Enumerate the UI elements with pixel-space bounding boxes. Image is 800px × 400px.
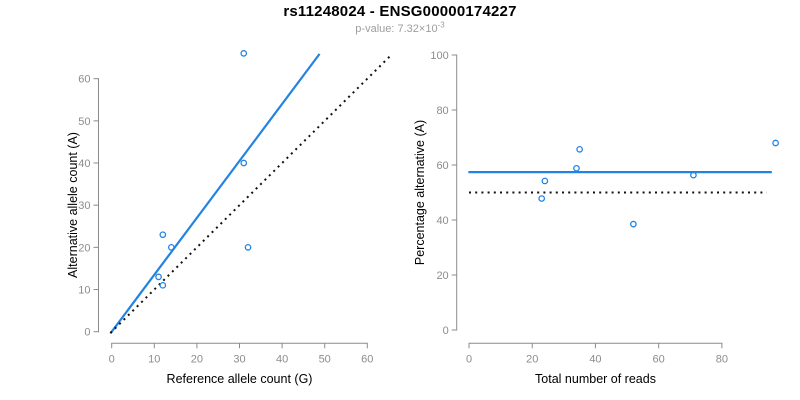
data-point — [240, 159, 248, 167]
x-axis-label: Total number of reads — [535, 372, 656, 386]
data-point — [690, 171, 697, 179]
pvalue-text: p-value: 7.32×10 — [355, 23, 438, 35]
data-point — [244, 244, 252, 251]
pvalue-exponent: -3 — [437, 20, 445, 30]
data-point — [772, 139, 779, 147]
data-point — [159, 231, 167, 239]
x-tick-label: 20 — [191, 353, 203, 365]
x-tick-label: 30 — [233, 353, 245, 365]
x-tick-label: 60 — [361, 353, 373, 365]
figure-title: rs11248024 - ENSG00000174227 — [283, 3, 517, 20]
x-tick-label: 10 — [148, 353, 160, 365]
y-axis-label: Percentage alternative (A) — [413, 120, 427, 265]
y-tick-label: 0 — [84, 327, 90, 339]
figure-subtitle: p-value: 7.32×10-3 — [0, 20, 800, 35]
data-point — [159, 281, 167, 289]
x-tick-label: 0 — [466, 353, 472, 365]
allele-counts-scatter: 0 10 20 30 40 50 60 0 10 20 30 40 50 60 Reference alle… — [66, 50, 391, 386]
data-point — [630, 220, 637, 228]
x-tick-label: 80 — [716, 353, 728, 365]
identity-line — [109, 56, 391, 334]
x-tick-label: 0 — [109, 353, 115, 365]
data-point — [541, 177, 549, 185]
x-tick-label: 40 — [589, 353, 601, 365]
x-tick-label: 40 — [276, 353, 288, 365]
y-tick-label: 30 — [78, 200, 90, 212]
percentage-vs-reads-scatter: 0 20 40 60 80 0 20 40 60 80 100 Total number of rea… — [413, 50, 779, 386]
y-tick-label: 10 — [78, 285, 90, 297]
y-tick-label: 20 — [78, 242, 90, 254]
y-tick-label: 20 — [436, 270, 448, 282]
data-point — [167, 244, 175, 251]
y-tick-label: 40 — [436, 215, 448, 227]
y-tick-label: 40 — [78, 158, 90, 170]
x-tick-label: 20 — [526, 353, 538, 365]
data-point — [538, 195, 546, 202]
y-tick-label: 60 — [78, 74, 90, 86]
fit-line — [109, 53, 321, 335]
x-axis-label: Reference allele count (G) — [167, 372, 313, 386]
data-point — [240, 50, 248, 57]
y-tick-label: 50 — [78, 116, 90, 128]
data-point — [155, 273, 162, 281]
y-tick-label: 60 — [436, 160, 448, 172]
x-tick-label: 50 — [319, 353, 331, 365]
y-tick-label: 100 — [430, 50, 448, 62]
data-point — [576, 145, 583, 153]
y-tick-label: 0 — [443, 325, 449, 337]
y-axis-label: Alternative allele count (A) — [66, 132, 80, 278]
y-tick-label: 80 — [436, 105, 448, 117]
x-tick-label: 60 — [653, 353, 665, 365]
data-point — [573, 164, 580, 172]
